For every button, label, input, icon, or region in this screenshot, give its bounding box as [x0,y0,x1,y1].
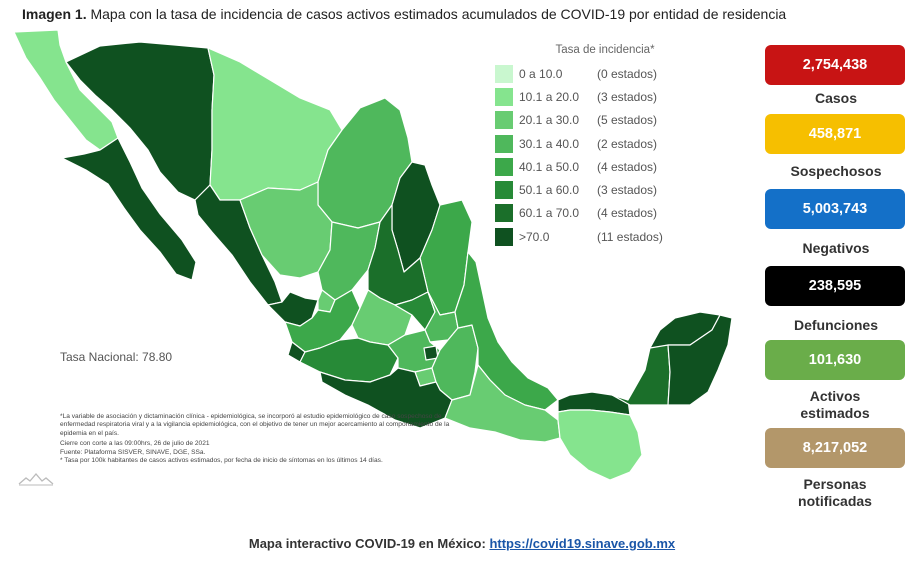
legend-range: 50.1 a 60.0 [519,183,580,198]
state-chiapas [557,409,643,481]
stat-sospechosos-label: Sospechosos [790,163,882,179]
interactive-map-footer: Mapa interactivo COVID-19 en México: htt… [0,536,924,551]
legend-count: (4 estados) [597,206,658,221]
stat-defunciones-label: Defunciones [793,317,878,333]
stat-defunciones-box: 238,595 [765,266,905,306]
interactive-map-link[interactable]: https://covid19.sinave.gob.mx [489,536,676,551]
legend-swatch [495,64,513,83]
legend-swatch [495,181,513,200]
note-cierre: Cierre con corte a las 09:00hrs, 26 de j… [60,440,210,448]
legend-swatch [495,204,513,223]
legend-count: (4 estados) [597,159,658,174]
stat-activos-box: 101,630 [765,340,905,380]
state-veracruz [454,251,559,411]
stat-casos-box: 2,754,438 [765,45,905,85]
state-baja-california-sur [61,137,197,281]
legend-count: (0 estados) [597,66,658,81]
legend-range: >70.0 [519,229,550,244]
stat-sospechosos-box: 458,871 [765,114,905,154]
legend-item: 20.1 a 30.0 (5 estados) [495,109,695,132]
mexico-choropleth-map [13,29,733,481]
figure-title: Imagen 1. Mapa con la tasa de incidencia… [22,6,786,22]
legend-item: 0 a 10.0 (0 estados) [495,62,695,85]
figure-label: Imagen 1. [22,6,87,22]
figure-caption: Mapa con la tasa de incidencia de casos … [90,6,787,22]
state-quintana-roo [667,314,733,406]
note-association: *La variable de asociación y dictaminaci… [60,413,450,437]
stat-notificadas-label: Personas notificadas [798,476,872,509]
map-legend: Tasa de incidencia* 0 a 10.0 (0 estados)… [495,44,695,248]
legend-range: 40.1 a 50.0 [519,159,580,174]
legend-swatch [495,134,513,153]
legend-count: (5 estados) [597,113,658,128]
legend-item: 40.1 a 50.0 (4 estados) [495,155,695,178]
state-sinaloa [194,184,283,306]
legend-title: Tasa de incidencia* [555,44,655,56]
stat-casos-label: Casos [814,90,858,106]
legend-swatch [495,157,513,176]
mountain-logo-icon [18,473,54,486]
legend-item: 60.1 a 70.0 (4 estados) [495,202,695,225]
tasa-nacional: Tasa Nacional: 78.80 [60,350,173,364]
legend-item: 10.1 a 20.0 (3 estados) [495,85,695,108]
legend-swatch [495,87,513,106]
legend-range: 20.1 a 30.0 [519,113,580,128]
footnotes: *La variable de asociación y dictaminaci… [60,413,450,465]
legend-count: (3 estados) [597,183,658,198]
legend-swatch [495,111,513,130]
legend-range: 30.1 a 40.0 [519,136,580,151]
stat-negativos-box: 5,003,743 [765,189,905,229]
footer-text: Mapa interactivo COVID-19 en México: [248,536,486,551]
legend-items: 0 a 10.0 (0 estados) 10.1 a 20.0 (3 esta… [495,62,695,248]
state-guerrero [319,367,453,429]
stats-panel: 2,754,438 Casos 458,871 Sospechosos 5,00… [765,45,907,510]
legend-count: (3 estados) [597,89,658,104]
legend-count: (11 estados) [597,229,663,244]
legend-range: 60.1 a 70.0 [519,206,580,221]
note-tasa: * Tasa por 100k habitantes de casos acti… [60,457,383,465]
legend-item: >70.0 (11 estados) [495,225,695,248]
note-fuente: Fuente: Plataforma SISVER, SINAVE, DGE, … [60,448,206,456]
legend-range: 0 a 10.0 [519,66,563,81]
stat-activos-label: Activos estimados [800,388,870,421]
legend-item: 50.1 a 60.0 (3 estados) [495,178,695,201]
legend-item: 30.1 a 40.0 (2 estados) [495,132,695,155]
stat-negativos-label: Negativos [802,240,870,256]
legend-count: (2 estados) [597,136,658,151]
legend-range: 10.1 a 20.0 [519,89,580,104]
stat-notificadas-box: 8,217,052 [765,428,905,468]
legend-swatch [495,227,513,246]
